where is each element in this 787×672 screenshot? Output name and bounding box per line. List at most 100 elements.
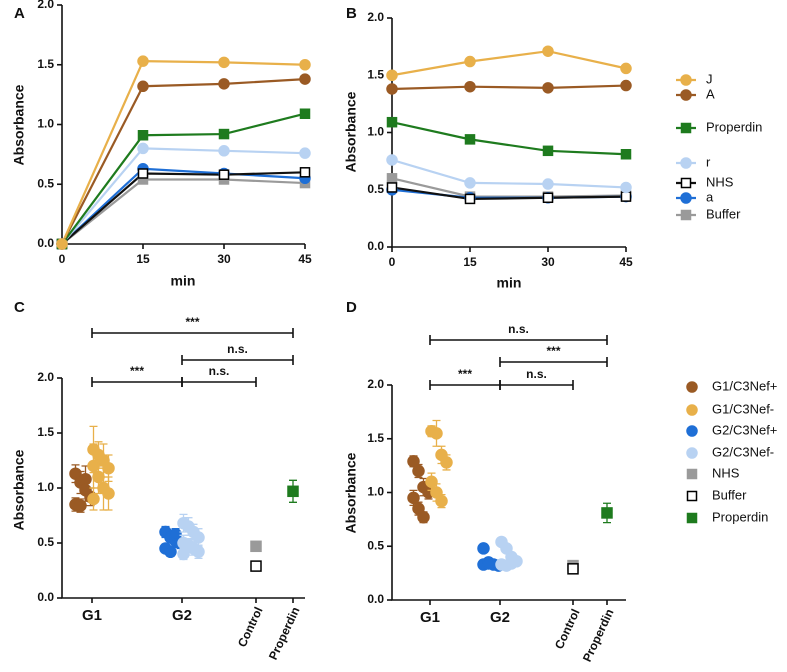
bracket	[429, 335, 608, 345]
x-tick-label: 45	[619, 255, 633, 269]
series-line	[61, 147, 306, 245]
marker	[218, 169, 230, 180]
legend-label: A	[706, 86, 715, 101]
legend-label: G1/C3Nef+	[712, 378, 777, 393]
y-tick-label: 1.5	[37, 57, 54, 71]
series-line	[391, 121, 627, 156]
marker	[386, 182, 398, 193]
marker	[287, 485, 299, 498]
marker	[386, 154, 398, 166]
y-tick-label: 0.0	[37, 236, 54, 250]
y-tick-label: 0.5	[367, 538, 384, 552]
marker	[386, 173, 398, 184]
marker	[87, 459, 100, 473]
marker	[680, 192, 692, 204]
marker	[477, 542, 490, 555]
y-tick-label: 0.0	[367, 592, 384, 606]
panel-letter: C	[14, 299, 25, 316]
marker	[250, 540, 262, 553]
marker	[464, 193, 476, 205]
x-tick-label: Control	[235, 605, 266, 650]
marker	[137, 55, 149, 67]
marker	[430, 427, 443, 440]
marker	[192, 531, 205, 544]
marker	[169, 527, 182, 541]
y-tick-label: 0.5	[367, 182, 384, 196]
marker	[686, 381, 698, 393]
marker	[680, 89, 692, 101]
marker	[137, 130, 149, 141]
y-tick-label: 0.5	[37, 535, 54, 549]
legend-label: a	[706, 189, 714, 204]
series-line	[391, 158, 627, 189]
bracket	[429, 380, 501, 390]
marker	[686, 468, 698, 480]
panel-letter: D	[346, 299, 357, 316]
marker	[299, 73, 311, 85]
marker	[620, 191, 632, 202]
y-tick-label: 2.0	[37, 370, 54, 384]
marker	[601, 507, 613, 519]
marker	[620, 62, 632, 75]
marker	[464, 177, 476, 189]
marker	[542, 178, 554, 190]
series-line	[391, 50, 627, 77]
bracket	[181, 355, 294, 365]
marker	[386, 83, 398, 95]
marker	[482, 557, 495, 570]
bracket	[181, 377, 257, 387]
significance: ***	[546, 344, 560, 358]
legend-label: G1/C3Nef-	[712, 401, 774, 416]
marker	[92, 470, 105, 484]
x-tick-label: G1	[420, 609, 440, 626]
marker	[680, 157, 692, 169]
marker	[299, 59, 311, 71]
y-tick-label: 0.0	[367, 239, 384, 253]
significance: n.s.	[508, 322, 529, 336]
bracket	[499, 357, 608, 367]
axis	[61, 5, 305, 245]
bracket	[91, 377, 183, 387]
marker	[386, 69, 398, 81]
marker	[74, 499, 87, 512]
marker	[464, 55, 476, 68]
marker	[164, 545, 177, 559]
marker	[680, 209, 692, 221]
bracket	[91, 328, 294, 338]
marker	[87, 492, 100, 506]
legend-label: r	[706, 154, 711, 169]
marker	[417, 510, 430, 524]
marker	[218, 128, 230, 140]
marker	[464, 134, 476, 145]
x-tick-label: 30	[541, 255, 555, 269]
marker	[542, 82, 554, 94]
x-tick-label: 0	[389, 255, 396, 269]
x-tick-label: 15	[136, 252, 150, 266]
marker	[299, 147, 311, 159]
marker	[542, 45, 554, 57]
significance: n.s.	[209, 364, 230, 378]
y-tick-label: 1.0	[37, 480, 54, 494]
significance: n.s.	[526, 367, 547, 381]
legend-label: Properdin	[712, 509, 768, 524]
legend-label: Properdin	[706, 119, 762, 134]
legend-label: NHS	[706, 174, 734, 189]
marker	[386, 116, 398, 128]
series-line	[61, 167, 306, 245]
axis	[391, 18, 626, 248]
x-tick-label: G1	[82, 607, 102, 624]
x-tick-label: Properdin	[580, 607, 617, 664]
marker	[192, 545, 205, 559]
y-tick-label: 1.0	[367, 125, 384, 139]
legend-label: Buffer	[712, 487, 747, 502]
series-line	[391, 84, 627, 91]
significance: n.s.	[227, 342, 248, 356]
x-tick-label: 0	[59, 252, 66, 266]
panel-letter: B	[346, 5, 357, 22]
y-tick-label: 1.5	[367, 431, 384, 445]
y-tick-label: 1.5	[37, 425, 54, 439]
marker	[79, 483, 92, 497]
marker	[620, 149, 632, 160]
y-axis-label: Absorbance	[11, 449, 27, 530]
